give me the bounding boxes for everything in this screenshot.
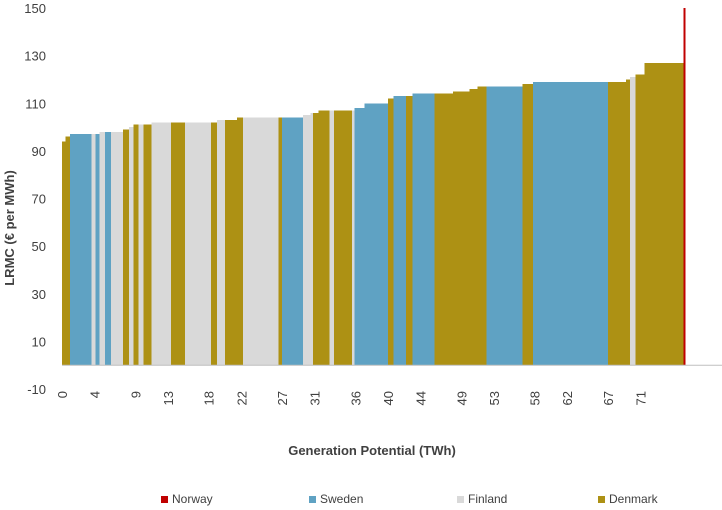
bar-finland-5 xyxy=(99,131,106,366)
x-tick-label: 4 xyxy=(88,391,103,398)
bar-finland-20 xyxy=(242,117,279,366)
y-tick-label: 10 xyxy=(32,334,46,349)
bar-finland-45 xyxy=(629,77,636,366)
bar-sweden-6 xyxy=(105,131,111,366)
legend-label-sweden: Sweden xyxy=(320,492,364,506)
bar-denmark-46 xyxy=(635,74,645,366)
x-tick-label: 18 xyxy=(202,391,217,405)
legend-item-norway: Norway xyxy=(161,492,213,506)
bar-denmark-37 xyxy=(453,91,470,366)
bar-denmark-21 xyxy=(278,117,282,366)
bar-denmark-43 xyxy=(607,81,626,366)
bar-sweden-35 xyxy=(412,93,435,366)
legend-label-denmark: Denmark xyxy=(609,492,658,506)
bar-finland-11 xyxy=(138,124,144,366)
bar-denmark-0 xyxy=(62,141,66,366)
bar-finland-13 xyxy=(151,122,172,366)
bar-sweden-31 xyxy=(364,103,388,366)
bar-finland-29 xyxy=(352,110,355,366)
x-tick-label: 9 xyxy=(128,391,143,398)
bar-denmark-28 xyxy=(334,110,353,366)
y-axis-title: LRMC (€ per MWh) xyxy=(2,170,17,286)
bar-finland-17 xyxy=(216,119,225,366)
bar-denmark-32 xyxy=(387,98,394,366)
bar-denmark-12 xyxy=(143,124,152,366)
x-tick-label: 58 xyxy=(528,391,543,405)
legend-swatch-finland xyxy=(457,495,464,503)
y-tick-label: 150 xyxy=(24,1,46,16)
x-tick-label: 13 xyxy=(161,391,176,405)
bar-denmark-36 xyxy=(434,93,454,366)
legend-item-sweden: Sweden xyxy=(309,492,363,506)
y-tick-label: 30 xyxy=(32,287,46,302)
x-tick-label: 62 xyxy=(560,391,575,405)
x-tick-label: 71 xyxy=(634,391,649,405)
bar-denmark-19 xyxy=(237,117,243,366)
x-axis-title: Generation Potential (TWh) xyxy=(288,443,456,458)
bar-norway-48 xyxy=(683,8,686,366)
bar-denmark-14 xyxy=(171,122,186,366)
x-tick-label: 53 xyxy=(487,391,502,405)
bar-denmark-38 xyxy=(469,88,478,366)
bar-denmark-25 xyxy=(312,112,319,366)
bar-denmark-47 xyxy=(644,62,684,366)
legend-label-finland: Finland xyxy=(468,492,508,506)
bar-denmark-44 xyxy=(625,79,630,366)
bar-finland-3 xyxy=(91,134,96,366)
bar-sweden-42 xyxy=(532,81,608,366)
x-tick-label: 31 xyxy=(308,391,323,405)
y-tick-label: 50 xyxy=(32,239,46,254)
bar-sweden-2 xyxy=(70,134,92,366)
bar-sweden-4 xyxy=(95,134,100,366)
bar-finland-15 xyxy=(185,122,212,366)
bar-sweden-40 xyxy=(486,86,523,366)
y-tick-label: -10 xyxy=(27,382,46,397)
x-tick-label: 27 xyxy=(275,391,290,405)
legend-label-norway: Norway xyxy=(172,492,213,506)
x-tick-label: 36 xyxy=(348,391,363,405)
bar-denmark-8 xyxy=(123,129,129,366)
bar-denmark-34 xyxy=(405,96,413,366)
x-tick-label: 49 xyxy=(454,391,469,405)
legend-item-denmark: Denmark xyxy=(598,492,658,506)
legend-swatch-sweden xyxy=(309,495,316,503)
bar-denmark-1 xyxy=(65,136,71,366)
bars-group xyxy=(62,8,686,366)
y-tick-label: 90 xyxy=(32,144,46,159)
x-tick-labels: 0 4 9 13 18 22 27 31 36 40 44 49 53 58 62 67 71 xyxy=(55,391,649,405)
legend: Norway Sweden Finland Denmark xyxy=(0,492,722,510)
bar-sweden-33 xyxy=(393,96,406,366)
x-tick-label: 0 xyxy=(55,391,70,398)
bar-denmark-10 xyxy=(133,124,139,366)
bar-finland-9 xyxy=(128,127,134,366)
x-tick-label: 44 xyxy=(414,391,429,405)
y-tick-label: 70 xyxy=(32,192,46,207)
x-tick-label: 40 xyxy=(381,391,396,405)
x-tick-label: 67 xyxy=(601,391,616,405)
bar-sweden-22 xyxy=(282,117,304,366)
bar-denmark-18 xyxy=(224,119,238,366)
legend-item-finland: Finland xyxy=(457,492,507,506)
y-tick-labels: -10 10 30 50 70 90 110 130 150 xyxy=(24,1,46,397)
bar-finland-27 xyxy=(329,110,335,366)
y-tick-label: 110 xyxy=(25,96,46,111)
bar-denmark-39 xyxy=(477,86,487,366)
bar-finland-23 xyxy=(303,115,311,366)
bar-denmark-26 xyxy=(318,110,330,366)
bar-finland-7 xyxy=(110,131,124,366)
y-tick-label: 130 xyxy=(24,49,46,64)
legend-swatch-norway xyxy=(161,495,168,503)
bar-sweden-30 xyxy=(354,108,365,366)
x-tick-label: 22 xyxy=(234,391,249,405)
legend-swatch-denmark xyxy=(598,495,605,503)
bar-denmark-41 xyxy=(522,84,533,366)
bar-denmark-16 xyxy=(211,122,217,366)
bar-finland-24 xyxy=(310,112,313,366)
